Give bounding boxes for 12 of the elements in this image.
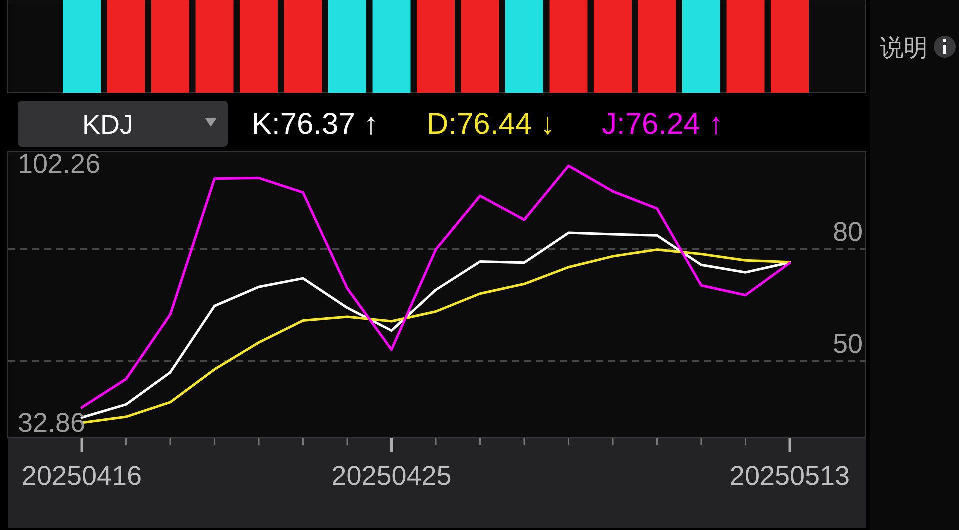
x-tick-label: 20250513 xyxy=(730,461,850,491)
text: 说明 xyxy=(880,35,928,62)
chart-title: KDJ xyxy=(82,110,134,140)
x-tick-label: 20250416 xyxy=(22,461,142,491)
ref-line-label: 50 xyxy=(832,329,863,360)
x-tick-label: 20250425 xyxy=(332,461,452,491)
ref-line-label: 80 xyxy=(832,217,863,248)
y-tick-label: 32.86 xyxy=(18,408,86,438)
text: K:76.37 ↑ xyxy=(252,108,379,141)
text: D:76.44 ↓ xyxy=(427,108,556,141)
series-label: J:76.24 ↑ xyxy=(602,108,724,141)
y-tick-label: 102.26 xyxy=(18,149,101,180)
